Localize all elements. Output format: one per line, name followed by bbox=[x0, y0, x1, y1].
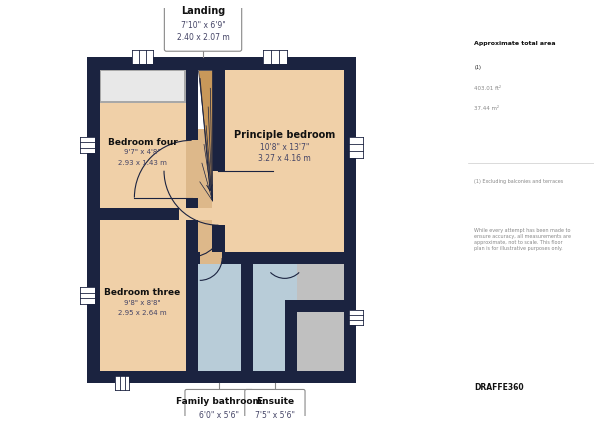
Text: Ensuite: Ensuite bbox=[256, 397, 294, 406]
Bar bbox=[212, 70, 224, 264]
Text: Landing: Landing bbox=[181, 6, 225, 17]
Text: 6'0" x 5'6": 6'0" x 5'6" bbox=[199, 411, 239, 421]
Text: Bedroom four: Bedroom four bbox=[108, 138, 178, 147]
Bar bbox=[185, 264, 241, 371]
Bar bbox=[80, 137, 95, 153]
Bar bbox=[100, 208, 198, 220]
Bar bbox=[297, 264, 344, 371]
Bar bbox=[200, 252, 222, 264]
Bar bbox=[88, 57, 356, 383]
Bar bbox=[185, 70, 198, 371]
Bar bbox=[115, 376, 130, 390]
Text: Family bathroom: Family bathroom bbox=[176, 397, 262, 406]
FancyBboxPatch shape bbox=[185, 390, 253, 424]
Text: 2.95 x 2.64 m: 2.95 x 2.64 m bbox=[118, 310, 167, 316]
Bar bbox=[212, 171, 224, 225]
Text: 9'8" x 8'8": 9'8" x 8'8" bbox=[124, 300, 161, 306]
Bar bbox=[241, 264, 253, 371]
Bar bbox=[198, 70, 212, 128]
Text: 2.93 x 1.43 m: 2.93 x 1.43 m bbox=[118, 159, 167, 165]
Bar bbox=[100, 220, 185, 371]
Polygon shape bbox=[198, 70, 212, 201]
Bar bbox=[100, 70, 185, 220]
FancyBboxPatch shape bbox=[245, 390, 305, 424]
Bar bbox=[349, 310, 363, 324]
Bar bbox=[285, 300, 356, 312]
Text: 3.27 x 4.16 m: 3.27 x 4.16 m bbox=[258, 154, 311, 163]
Bar bbox=[285, 312, 297, 371]
Text: Bedroom three: Bedroom three bbox=[104, 288, 181, 297]
Bar bbox=[133, 50, 153, 64]
Bar bbox=[212, 70, 344, 264]
Bar bbox=[349, 137, 363, 158]
FancyBboxPatch shape bbox=[164, 0, 242, 51]
Text: Principle bedroom: Principle bedroom bbox=[233, 130, 335, 140]
Text: 7'10" x 6'9": 7'10" x 6'9" bbox=[181, 21, 226, 30]
Bar bbox=[185, 140, 198, 198]
Text: DRAFFE360: DRAFFE360 bbox=[475, 383, 524, 392]
Text: Approximate total area: Approximate total area bbox=[475, 41, 556, 46]
Bar bbox=[101, 71, 184, 101]
Text: While every attempt has been made to
ensure accuracy, all measurements are
appro: While every attempt has been made to ens… bbox=[475, 228, 571, 251]
Text: 7'5" x 5'6": 7'5" x 5'6" bbox=[255, 411, 295, 421]
Bar bbox=[185, 201, 212, 264]
Bar bbox=[80, 287, 95, 304]
Text: 37.44 m²: 37.44 m² bbox=[475, 106, 499, 111]
Text: (1) Excluding balconies and terraces: (1) Excluding balconies and terraces bbox=[475, 179, 563, 184]
Bar bbox=[185, 252, 344, 264]
Bar bbox=[179, 208, 222, 220]
Bar bbox=[263, 50, 287, 64]
Bar bbox=[241, 264, 344, 371]
Text: 403.01 ft²: 403.01 ft² bbox=[475, 86, 502, 91]
Text: 9'7" x 4'8": 9'7" x 4'8" bbox=[124, 149, 161, 155]
Text: 2.40 x 2.07 m: 2.40 x 2.07 m bbox=[176, 33, 229, 42]
Text: 10'8" x 13'7": 10'8" x 13'7" bbox=[260, 143, 309, 152]
Bar bbox=[185, 70, 212, 201]
Bar bbox=[100, 70, 185, 103]
Text: (1): (1) bbox=[475, 65, 481, 70]
